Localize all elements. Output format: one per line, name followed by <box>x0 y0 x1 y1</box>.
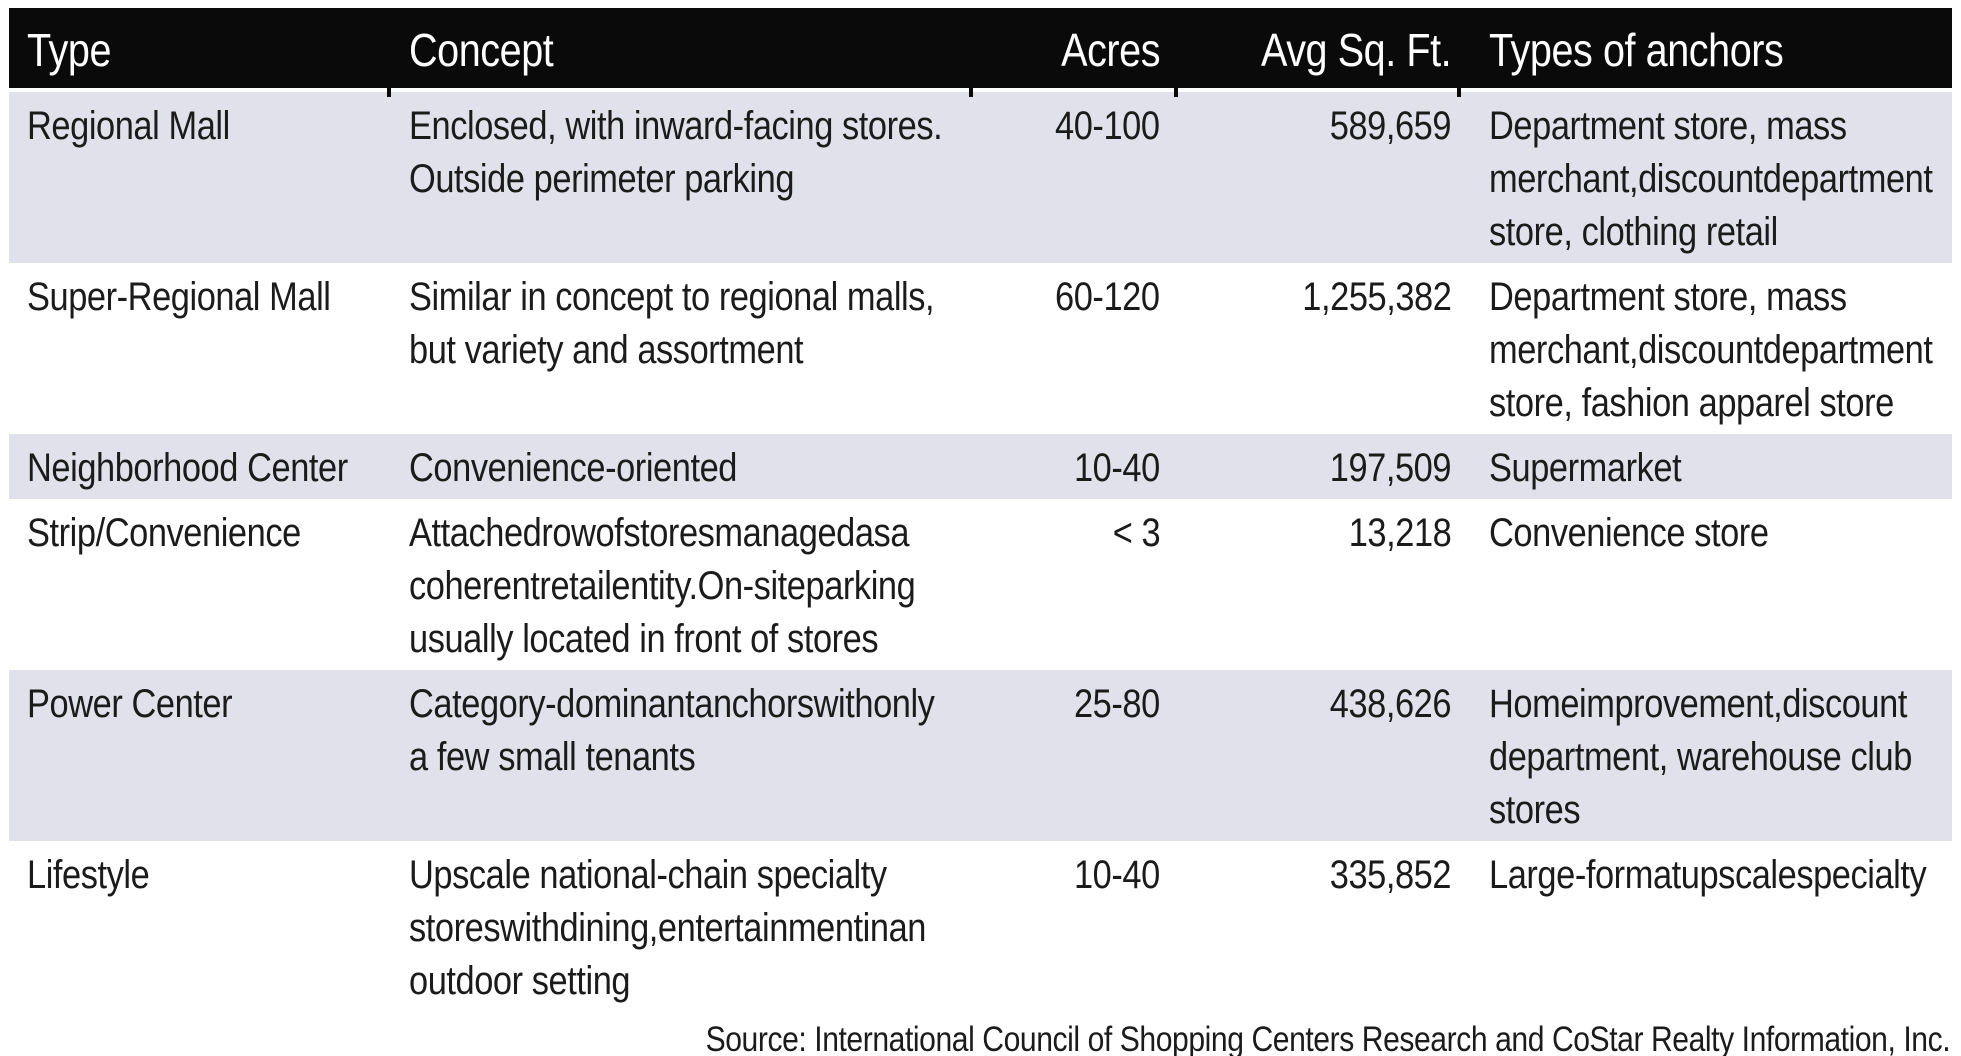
cell-avg-sq-ft: 589,659 <box>1176 92 1459 263</box>
column-divider-tick <box>1457 88 1461 97</box>
cell-text: Strip/Convenience <box>27 511 301 555</box>
column-header-label: Type <box>27 24 112 76</box>
cell-type: Strip/Convenience <box>9 499 389 670</box>
cell-text: Super-Regional Mall <box>27 275 331 319</box>
source-note-text: Source: International Council of Shoppin… <box>705 1020 1950 1056</box>
cell-text: Convenience store <box>1489 511 1769 555</box>
cell-text: Large-formatupscalespecialty <box>1489 853 1927 897</box>
cell-text: 1,255,382 <box>1301 275 1452 319</box>
cell-acres: 10-40 <box>971 434 1176 499</box>
cell-text: Similar in concept to regional malls, bu… <box>409 275 935 372</box>
cell-text: Neighborhood Center <box>27 446 348 490</box>
cell-anchors: Convenience store <box>1459 499 1952 670</box>
cell-concept: Similar in concept to regional malls, bu… <box>389 263 971 434</box>
cell-type: Super-Regional Mall <box>9 263 389 434</box>
cell-text: Lifestyle <box>27 853 150 897</box>
table-body: Regional Mall Enclosed, with inward-faci… <box>9 92 1952 1012</box>
cell-text: 60-120 <box>1055 275 1160 319</box>
cell-anchors: Supermarket <box>1459 434 1952 499</box>
cell-concept: Attachedrowofstoresmanagedasa coherentre… <box>389 499 971 670</box>
cell-text: 13,218 <box>1348 511 1451 555</box>
cell-text: 589,659 <box>1329 104 1452 148</box>
table-row-lifestyle: Lifestyle Upscale national-chain special… <box>9 841 1952 1012</box>
cell-text: 197,509 <box>1329 446 1452 490</box>
cell-text: Attachedrowofstoresmanagedasa coherentre… <box>409 511 916 661</box>
cell-concept: Category-dominantanchorswithonly a few s… <box>389 670 971 841</box>
cell-type: Power Center <box>9 670 389 841</box>
table-row-super-regional-mall: Super-Regional Mall Similar in concept t… <box>9 263 1952 434</box>
cell-anchors: Large-formatupscalespecialty <box>1459 841 1961 1012</box>
cell-text: Department store, mass merchant,discount… <box>1489 104 1933 254</box>
column-header-type: Type <box>9 8 389 88</box>
cell-text: Category-dominantanchorswithonly a few s… <box>409 682 935 779</box>
column-header-label: Types of anchors <box>1489 24 1784 76</box>
cell-text: Supermarket <box>1489 446 1682 490</box>
cell-type: Regional Mall <box>9 92 389 263</box>
column-header-label: Acres <box>1061 24 1160 76</box>
cell-avg-sq-ft: 197,509 <box>1176 434 1459 499</box>
column-header-label: Concept <box>409 24 554 76</box>
cell-text: Convenience-oriented <box>409 446 737 490</box>
cell-avg-sq-ft: 335,852 <box>1176 841 1459 1012</box>
cell-type: Neighborhood Center <box>9 434 389 499</box>
table-row-regional-mall: Regional Mall Enclosed, with inward-faci… <box>9 92 1952 263</box>
cell-text: 335,852 <box>1329 853 1452 897</box>
cell-text: Power Center <box>27 682 233 726</box>
cell-text: Regional Mall <box>27 104 230 148</box>
cell-text: 10-40 <box>1074 853 1160 897</box>
column-header-concept: Concept <box>389 8 971 88</box>
table-row-power-center: Power Center Category-dominantanchorswit… <box>9 670 1952 841</box>
table-header-row: Type Concept Acres Avg Sq. Ft. Types of … <box>9 8 1952 92</box>
cell-text: 438,626 <box>1329 682 1452 726</box>
cell-concept: Upscale national-chain specialty storesw… <box>389 841 971 1012</box>
cell-text: 40-100 <box>1055 104 1160 148</box>
column-divider-tick <box>969 88 973 97</box>
cell-text: < 3 <box>1112 511 1161 555</box>
cell-text: Homeimprovement,discount department, war… <box>1489 682 1912 832</box>
column-divider-tick <box>387 88 391 97</box>
table-row-strip-convenience: Strip/Convenience Attachedrowofstoresman… <box>9 499 1952 670</box>
cell-anchors: Homeimprovement,discount department, war… <box>1459 670 1961 841</box>
cell-acres: 10-40 <box>971 841 1176 1012</box>
cell-anchors: Department store, mass merchant,discount… <box>1459 92 1961 263</box>
cell-acres: 40-100 <box>971 92 1176 263</box>
cell-anchors: Department store, mass merchant,discount… <box>1459 263 1961 434</box>
cell-acres: 25-80 <box>971 670 1176 841</box>
cell-text: 25-80 <box>1074 682 1160 726</box>
shopping-center-types-table: Type Concept Acres Avg Sq. Ft. Types of … <box>9 8 1952 1012</box>
cell-concept: Enclosed, with inward-facing stores. Out… <box>389 92 971 263</box>
source-note: Source: International Council of Shoppin… <box>0 1020 1950 1056</box>
cell-text: Department store, mass merchant,discount… <box>1489 275 1933 425</box>
column-header-label: Avg Sq. Ft. <box>1260 24 1452 76</box>
cell-type: Lifestyle <box>9 841 389 1012</box>
cell-avg-sq-ft: 438,626 <box>1176 670 1459 841</box>
cell-avg-sq-ft: 1,255,382 <box>1176 263 1459 434</box>
column-header-avg-sq-ft: Avg Sq. Ft. <box>1176 8 1459 88</box>
column-header-acres: Acres <box>971 8 1176 88</box>
cell-acres: < 3 <box>971 499 1176 670</box>
cell-concept: Convenience-oriented <box>389 434 971 499</box>
cell-avg-sq-ft: 13,218 <box>1176 499 1459 670</box>
table-row-neighborhood-center: Neighborhood Center Convenience-oriented… <box>9 434 1952 499</box>
cell-acres: 60-120 <box>971 263 1176 434</box>
cell-text: Upscale national-chain specialty storesw… <box>409 853 926 1003</box>
column-header-types-of-anchors: Types of anchors <box>1459 8 1952 88</box>
column-divider-tick <box>1174 88 1178 97</box>
cell-text: Enclosed, with inward-facing stores. Out… <box>409 104 943 201</box>
cell-text: 10-40 <box>1074 446 1160 490</box>
